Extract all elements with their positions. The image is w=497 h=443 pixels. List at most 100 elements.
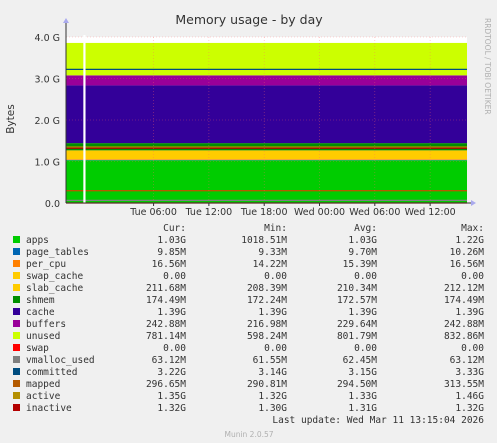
legend-cur-active: 1.35G — [157, 391, 186, 402]
legend-swatch-swap — [13, 344, 20, 351]
legend-min-apps: 1018.51M — [241, 235, 287, 246]
legend-max-slab-cache: 212.12M — [444, 283, 484, 294]
legend-cur-buffers: 242.88M — [146, 319, 186, 330]
x-tick-label: Tue 12:00 — [185, 207, 233, 218]
legend-cur-shmem: 174.49M — [146, 295, 186, 306]
legend-avg-slab-cache: 210.34M — [337, 283, 377, 294]
y-tick-label: 1.0 G — [35, 158, 61, 169]
area-slab-cache — [66, 150, 467, 160]
area-per-cpu — [66, 159, 467, 160]
legend-avg-swap: 0.00 — [354, 343, 377, 354]
legend-label-page-tables: page_tables — [26, 247, 89, 258]
legend-max-inactive: 1.32G — [455, 403, 484, 414]
legend-header-avg: Avg: — [354, 223, 377, 234]
chart-title: Memory usage - by day — [175, 12, 323, 27]
legend-min-shmem: 172.24M — [247, 295, 287, 306]
legend-swatch-buffers — [13, 320, 20, 327]
legend-label-vmalloc-used: vmalloc_used — [26, 355, 95, 366]
x-axis-arrow — [471, 200, 476, 206]
legend-label-buffers: buffers — [26, 319, 66, 330]
legend-min-cache: 1.39G — [258, 307, 287, 318]
legend-label-unused: unused — [26, 331, 60, 342]
legend-swatch-page-tables — [13, 248, 20, 255]
legend: apps 1.03G 1018.51M 1.03G 1.22G page_tables 9.… — [13, 235, 484, 414]
legend-avg-swap-cache: 0.00 — [354, 271, 377, 282]
legend-avg-inactive: 1.31G — [348, 403, 377, 414]
legend-swatch-committed — [13, 368, 20, 375]
legend-label-swap: swap — [26, 343, 49, 354]
legend-label-inactive: inactive — [26, 403, 72, 414]
legend-avg-vmalloc-used: 62.45M — [343, 355, 378, 366]
legend-label-active: active — [26, 391, 61, 402]
legend-max-swap-cache: 0.00 — [461, 271, 484, 282]
legend-cur-unused: 781.14M — [146, 331, 186, 342]
x-tick-label: Tue 06:00 — [129, 207, 177, 218]
legend-min-vmalloc-used: 61.55M — [253, 355, 288, 366]
y-tick-label: 3.0 G — [35, 75, 61, 86]
legend-avg-unused: 801.79M — [337, 331, 377, 342]
x-tick-label: Tue 18:00 — [240, 207, 288, 218]
legend-avg-buffers: 229.64M — [337, 319, 377, 330]
legend-max-active: 1.46G — [455, 391, 484, 402]
legend-min-inactive: 1.30G — [258, 403, 287, 414]
legend-max-mapped: 313.55M — [444, 379, 484, 390]
legend-avg-mapped: 294.50M — [337, 379, 377, 390]
legend-swatch-mapped — [13, 380, 20, 387]
legend-min-mapped: 290.81M — [247, 379, 287, 390]
legend-avg-committed: 3.15G — [348, 367, 377, 378]
legend-max-cache: 1.39G — [455, 307, 484, 318]
legend-max-apps: 1.22G — [455, 235, 484, 246]
legend-label-slab-cache: slab_cache — [26, 283, 83, 294]
legend-cur-slab-cache: 211.68M — [146, 283, 186, 294]
legend-min-committed: 3.14G — [258, 367, 287, 378]
area-unused — [66, 42, 467, 76]
legend-avg-cache: 1.39G — [348, 307, 377, 318]
legend-avg-shmem: 172.57M — [337, 295, 377, 306]
legend-cur-cache: 1.39G — [157, 307, 186, 318]
legend-cur-swap-cache: 0.00 — [163, 271, 186, 282]
side-label: RRDTOOL / TOBI OETIKER — [483, 18, 492, 115]
area-cache — [66, 85, 467, 144]
legend-cur-committed: 3.22G — [157, 367, 186, 378]
plot-area: 0.0 1.0 G 2.0 G 3.0 G 4.0 G Tue 06:00 Tue 12:0… — [35, 18, 476, 218]
legend-max-page-tables: 10.26M — [450, 247, 485, 258]
legend-min-buffers: 216.98M — [247, 319, 287, 330]
legend-label-committed: committed — [26, 367, 77, 378]
legend-swatch-shmem — [13, 296, 20, 303]
y-tick-label: 4.0 G — [35, 33, 61, 44]
legend-cur-inactive: 1.32G — [157, 403, 186, 414]
legend-avg-apps: 1.03G — [348, 235, 377, 246]
legend-max-shmem: 174.49M — [444, 295, 484, 306]
legend-label-apps: apps — [26, 235, 49, 246]
legend-min-unused: 598.24M — [247, 331, 287, 342]
legend-cur-vmalloc-used: 63.12M — [152, 355, 187, 366]
legend-swatch-swap-cache — [13, 272, 20, 279]
munin-footer: Munin 2.0.57 — [224, 430, 273, 439]
legend-swatch-per-cpu — [13, 260, 20, 267]
legend-avg-per-cpu: 15.39M — [343, 259, 378, 270]
legend-min-slab-cache: 208.39M — [247, 283, 287, 294]
legend-swatch-slab-cache — [13, 284, 20, 291]
legend-header-cur: Cur: — [163, 223, 186, 234]
legend-max-buffers: 242.88M — [444, 319, 484, 330]
legend-swatch-vmalloc-used — [13, 356, 20, 363]
legend-min-page-tables: 9.33M — [258, 247, 287, 258]
legend-cur-per-cpu: 16.56M — [152, 259, 187, 270]
legend-min-swap: 0.00 — [264, 343, 287, 354]
legend-swatch-apps — [13, 236, 20, 243]
y-axis-label: Bytes — [5, 104, 17, 133]
legend-min-active: 1.32G — [258, 391, 287, 402]
legend-swatch-active — [13, 392, 20, 399]
y-tick-label: 0.0 — [45, 199, 60, 210]
x-tick-label: Wed 12:00 — [405, 207, 456, 218]
last-update: Last update: Wed Mar 11 13:15:04 2026 — [272, 415, 484, 426]
area-apps — [66, 160, 467, 203]
legend-max-per-cpu: 16.56M — [450, 259, 485, 270]
legend-label-per-cpu: per_cpu — [26, 259, 66, 270]
x-tick-label: Wed 06:00 — [349, 207, 400, 218]
legend-swatch-cache — [13, 308, 20, 315]
legend-header-min: Min: — [264, 223, 287, 234]
legend-label-mapped: mapped — [26, 379, 60, 390]
x-tick-label: Wed 00:00 — [294, 207, 345, 218]
